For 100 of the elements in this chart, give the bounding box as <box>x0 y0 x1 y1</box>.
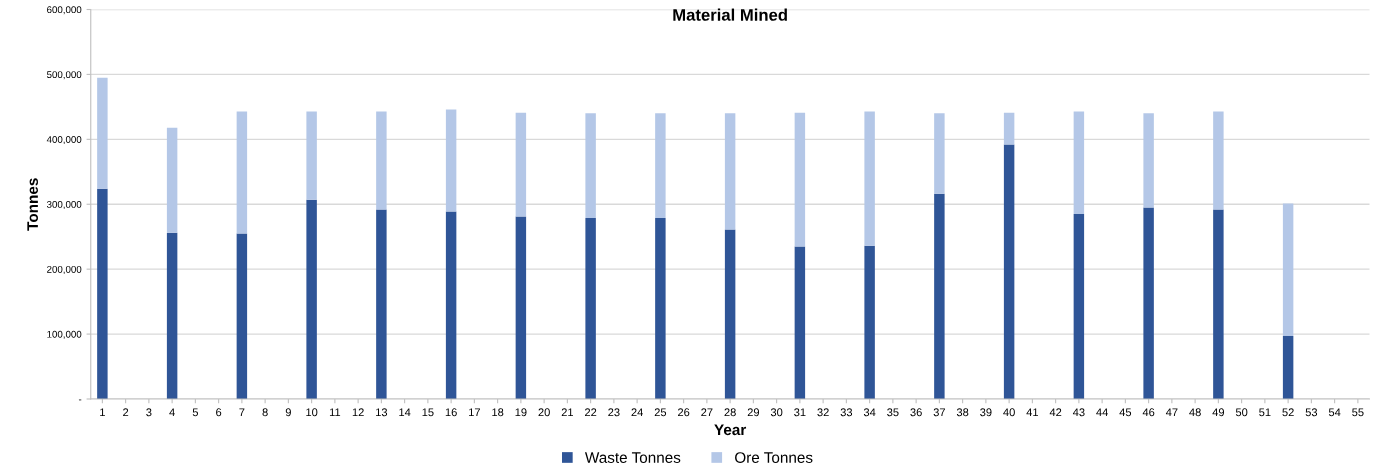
y-axis-title: Tonnes <box>27 178 39 231</box>
x-axis-title: Year <box>714 424 747 436</box>
x-tick-label: 35 <box>887 408 899 417</box>
x-tick-label: 55 <box>1352 408 1364 417</box>
bar <box>1073 213 1085 399</box>
x-tick-label: 16 <box>445 408 457 417</box>
bar <box>376 209 387 399</box>
x-tick-label: 4 <box>169 408 175 417</box>
x-tick-label: 54 <box>1328 408 1341 417</box>
x-tick-label: 18 <box>492 408 504 417</box>
x-tick-label: 37 <box>933 408 945 417</box>
x-tick-label: 41 <box>1026 408 1039 417</box>
y-tick-label: 500,000 <box>46 71 82 80</box>
x-tick-label: 3 <box>146 408 152 417</box>
bar <box>724 229 736 399</box>
bar <box>515 216 527 399</box>
bar <box>1282 336 1294 399</box>
bar <box>445 109 457 212</box>
bar <box>724 113 736 230</box>
bar <box>1003 112 1015 145</box>
x-tick-label: 43 <box>1072 408 1085 417</box>
bar <box>445 211 457 399</box>
bar <box>166 127 178 233</box>
x-tick-label: 36 <box>910 408 922 417</box>
bar <box>794 246 806 399</box>
chart-title: Material Mined <box>673 8 787 21</box>
bar <box>1073 111 1085 214</box>
x-tick-label: 39 <box>980 408 992 417</box>
x-tick-label: 48 <box>1189 408 1201 417</box>
bar <box>934 113 945 194</box>
x-tick-label: 50 <box>1235 408 1248 417</box>
x-tick-label: 12 <box>352 408 364 417</box>
bar <box>1143 113 1154 208</box>
x-tick-label: 46 <box>1142 408 1155 417</box>
bar <box>864 111 875 246</box>
bar <box>97 188 108 399</box>
bar <box>1213 111 1224 210</box>
x-tick-label: 42 <box>1049 408 1062 417</box>
x-tick-label: 7 <box>239 408 245 417</box>
x-tick-label: 45 <box>1119 408 1132 417</box>
x-tick-label: 21 <box>561 408 574 417</box>
bar <box>97 77 108 189</box>
x-tick-label: 47 <box>1165 408 1178 417</box>
x-tick-label: 26 <box>678 408 690 417</box>
legend-label: Ore Tonnes <box>735 452 813 463</box>
x-tick-label: 29 <box>747 408 760 417</box>
x-tick-label: 30 <box>770 408 783 417</box>
bar <box>306 199 317 399</box>
x-tick-label: 11 <box>329 408 341 417</box>
x-tick-label: 8 <box>262 408 268 417</box>
x-tick-label: 20 <box>538 408 550 417</box>
x-tick-label: 19 <box>515 408 527 417</box>
bar <box>166 232 178 399</box>
y-tick-label: 600,000 <box>47 6 82 15</box>
bar <box>306 111 317 200</box>
x-tick-label: 27 <box>701 408 713 417</box>
x-tick-label: 5 <box>192 408 198 417</box>
x-tick-label: 14 <box>399 408 411 417</box>
legend-label: Waste Tonnes <box>584 452 681 463</box>
bar <box>1143 207 1154 399</box>
x-tick-label: 49 <box>1212 408 1225 417</box>
bar <box>655 113 666 218</box>
x-tick-label: 52 <box>1282 408 1294 417</box>
bar <box>515 112 527 217</box>
x-tick-label: 53 <box>1305 408 1318 417</box>
x-tick-label: 33 <box>840 408 853 417</box>
y-tick-label: - <box>78 399 82 401</box>
bar <box>585 113 596 218</box>
x-tick-label: 15 <box>422 408 434 417</box>
bar <box>585 217 596 399</box>
x-tick-label: 24 <box>631 408 643 417</box>
x-tick-label: 10 <box>306 408 318 417</box>
x-tick-label: 32 <box>817 408 829 417</box>
x-tick-label: 25 <box>654 408 667 417</box>
x-tick-label: 28 <box>724 408 736 417</box>
y-tick-label: 200,000 <box>47 265 82 274</box>
x-tick-label: 44 <box>1096 408 1108 417</box>
x-tick-label: 9 <box>285 408 291 417</box>
bar <box>1282 203 1294 337</box>
x-tick-label: 34 <box>863 408 876 417</box>
x-tick-label: 40 <box>1003 408 1015 417</box>
y-tick-label: 100,000 <box>47 330 82 339</box>
x-tick-label: 38 <box>956 408 969 417</box>
bar <box>236 233 248 399</box>
x-tick-label: 13 <box>376 408 388 417</box>
x-tick-label: 51 <box>1259 408 1271 417</box>
bar <box>864 245 875 399</box>
bar <box>794 112 806 247</box>
y-tick-label: 400,000 <box>46 136 82 145</box>
bar <box>1213 209 1224 399</box>
x-tick-label: 1 <box>100 408 105 417</box>
bar <box>1003 144 1015 399</box>
bar <box>934 193 945 399</box>
x-tick-label: 2 <box>123 408 129 417</box>
x-tick-label: 23 <box>608 408 620 417</box>
x-tick-label: 22 <box>585 408 597 417</box>
bar <box>236 111 248 234</box>
y-tick-label: 300,000 <box>46 200 82 210</box>
x-tick-label: 31 <box>794 408 806 417</box>
bar <box>376 111 387 210</box>
